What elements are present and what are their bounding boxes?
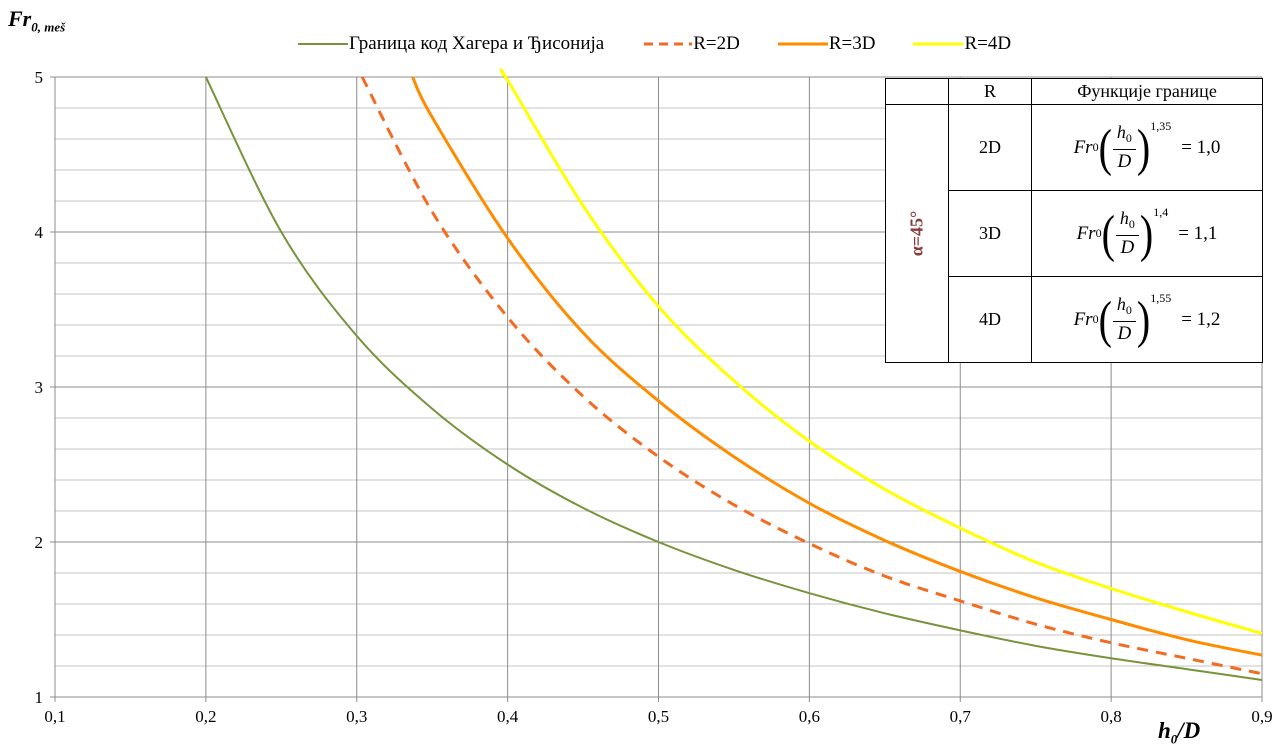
- legend: Граница код Хагера и Ђисонија R=2D R=3D …: [298, 33, 1049, 55]
- alpha-label: α=45°: [906, 210, 927, 257]
- formula-h-sub: 0: [1125, 131, 1132, 145]
- table-cell-function: Fr 0 ( h0 D ) 1,55 = 1,2: [1031, 276, 1263, 363]
- series-line-2: [411, 76, 1263, 657]
- formula-4d: Fr 0 ( h0 D ) 1,55 = 1,2: [1073, 289, 1221, 349]
- legend-label-r2d: R=2D: [693, 33, 740, 54]
- table-header-r: R: [948, 78, 1032, 105]
- legend-swatch-r3d: [777, 42, 828, 46]
- x-tick-label: 0,9: [1251, 707, 1272, 726]
- formula-d: D: [1120, 237, 1135, 258]
- formula-fr: Fr: [1073, 308, 1093, 330]
- formula-h: h: [1116, 294, 1126, 314]
- table-corner-cell: [885, 78, 949, 105]
- formula-exponent: 1,4: [1153, 205, 1169, 219]
- table-cell-function: Fr 0 ( h0 D ) 1,35 = 1,0: [1031, 104, 1263, 191]
- formula-h-sub: 0: [1125, 303, 1132, 317]
- paren-left: (: [1098, 117, 1112, 177]
- formula-fraction: h0 D: [1112, 293, 1136, 346]
- table-header-row: R Функције границе: [885, 78, 1263, 105]
- legend-swatch-hager: [298, 43, 348, 45]
- formula-h: h: [1116, 122, 1126, 142]
- x-tick-label: 0,5: [648, 707, 669, 726]
- y-tick-label: 3: [35, 378, 44, 397]
- legend-label-r3d: R=3D: [828, 33, 876, 54]
- formula-value: = 1,1: [1178, 222, 1218, 244]
- legend-item-r3d: R=3D: [777, 33, 876, 55]
- x-tick-label: 0,6: [799, 707, 820, 726]
- y-tick-label: 4: [35, 223, 44, 242]
- table-cell-r: 4D: [948, 276, 1032, 363]
- table-header-functions: Функције границе: [1031, 78, 1263, 105]
- x-tick-label: 0,3: [346, 707, 367, 726]
- x-tick-label: 0,1: [44, 707, 65, 726]
- x-axis-label: h0/D: [1158, 718, 1201, 747]
- paren-right: ): [1136, 117, 1151, 177]
- formula-d: D: [1117, 323, 1132, 344]
- formula-fr-sub: 0: [1092, 312, 1099, 326]
- formula-h-sub: 0: [1128, 217, 1135, 231]
- legend-item-r4d: R=4D: [913, 33, 1011, 55]
- table-cell-function: Fr 0 ( h0 D ) 1,4 = 1,1: [1031, 190, 1263, 277]
- series-line-1: [360, 76, 1263, 676]
- x-tick-label: 0,4: [497, 707, 519, 726]
- paren-right: ): [1139, 203, 1154, 263]
- series-line-3: [499, 68, 1263, 635]
- table-row: 4D Fr 0 ( h0 D ) 1,55 = 1,2: [886, 276, 1263, 363]
- tick-labels: 0,1 0,2 0,3 0,4 0,5 0,6 0,7 0,8 0,9 1 2 3 4 5: [35, 68, 1273, 726]
- formula-exponent: 1,55: [1150, 291, 1172, 305]
- y-tick-label: 5: [35, 68, 44, 87]
- formula-d: D: [1117, 151, 1132, 172]
- boundary-functions-table: R Функције границе α=45° 2D Fr 0 ( h0 D ) …: [885, 78, 1263, 363]
- legend-item-hager: Граница код Хагера и Ђисонија: [298, 33, 604, 55]
- formula-h: h: [1119, 208, 1129, 228]
- x-tick-label: 0,7: [950, 707, 972, 726]
- legend-item-r2d: R=2D: [642, 33, 740, 55]
- series-line-0: [204, 76, 1263, 681]
- formula-value: = 1,2: [1181, 308, 1221, 330]
- legend-swatch-r4d: [913, 42, 964, 46]
- x-tick-label: 0,2: [195, 707, 216, 726]
- formula-fr-sub: 0: [1092, 140, 1099, 154]
- formula-value: = 1,0: [1181, 136, 1221, 158]
- y-axis-label: Fr0, meš: [8, 6, 66, 35]
- table-alpha-cell: α=45°: [885, 104, 949, 363]
- y-tick-label: 2: [35, 533, 44, 552]
- paren-left: (: [1098, 289, 1112, 349]
- table-cell-r: 3D: [948, 190, 1032, 277]
- table-cell-r: 2D: [948, 104, 1032, 191]
- paren-right: ): [1136, 289, 1151, 349]
- legend-swatch-r2d: [644, 42, 693, 46]
- formula-fraction: h0 D: [1112, 121, 1136, 174]
- formula-fr: Fr: [1076, 222, 1096, 244]
- formula-fr: Fr: [1073, 136, 1093, 158]
- paren-left: (: [1101, 203, 1115, 263]
- formula-2d: Fr 0 ( h0 D ) 1,35 = 1,0: [1073, 117, 1221, 177]
- legend-label-r4d: R=4D: [964, 33, 1012, 54]
- table-row: α=45° 2D Fr 0 ( h0 D ) 1,35 = 1,0: [885, 104, 1263, 363]
- formula-exponent: 1,35: [1150, 119, 1172, 133]
- y-tick-label: 1: [35, 688, 44, 707]
- formula-fr-sub: 0: [1095, 226, 1102, 240]
- formula-fraction: h0 D: [1115, 207, 1139, 260]
- formula-3d: Fr 0 ( h0 D ) 1,4 = 1,1: [1076, 203, 1218, 263]
- x-tick-label: 0,8: [1101, 707, 1122, 726]
- series-lines: [204, 68, 1263, 681]
- legend-label-hager: Граница код Хагера и Ђисонија: [349, 33, 605, 54]
